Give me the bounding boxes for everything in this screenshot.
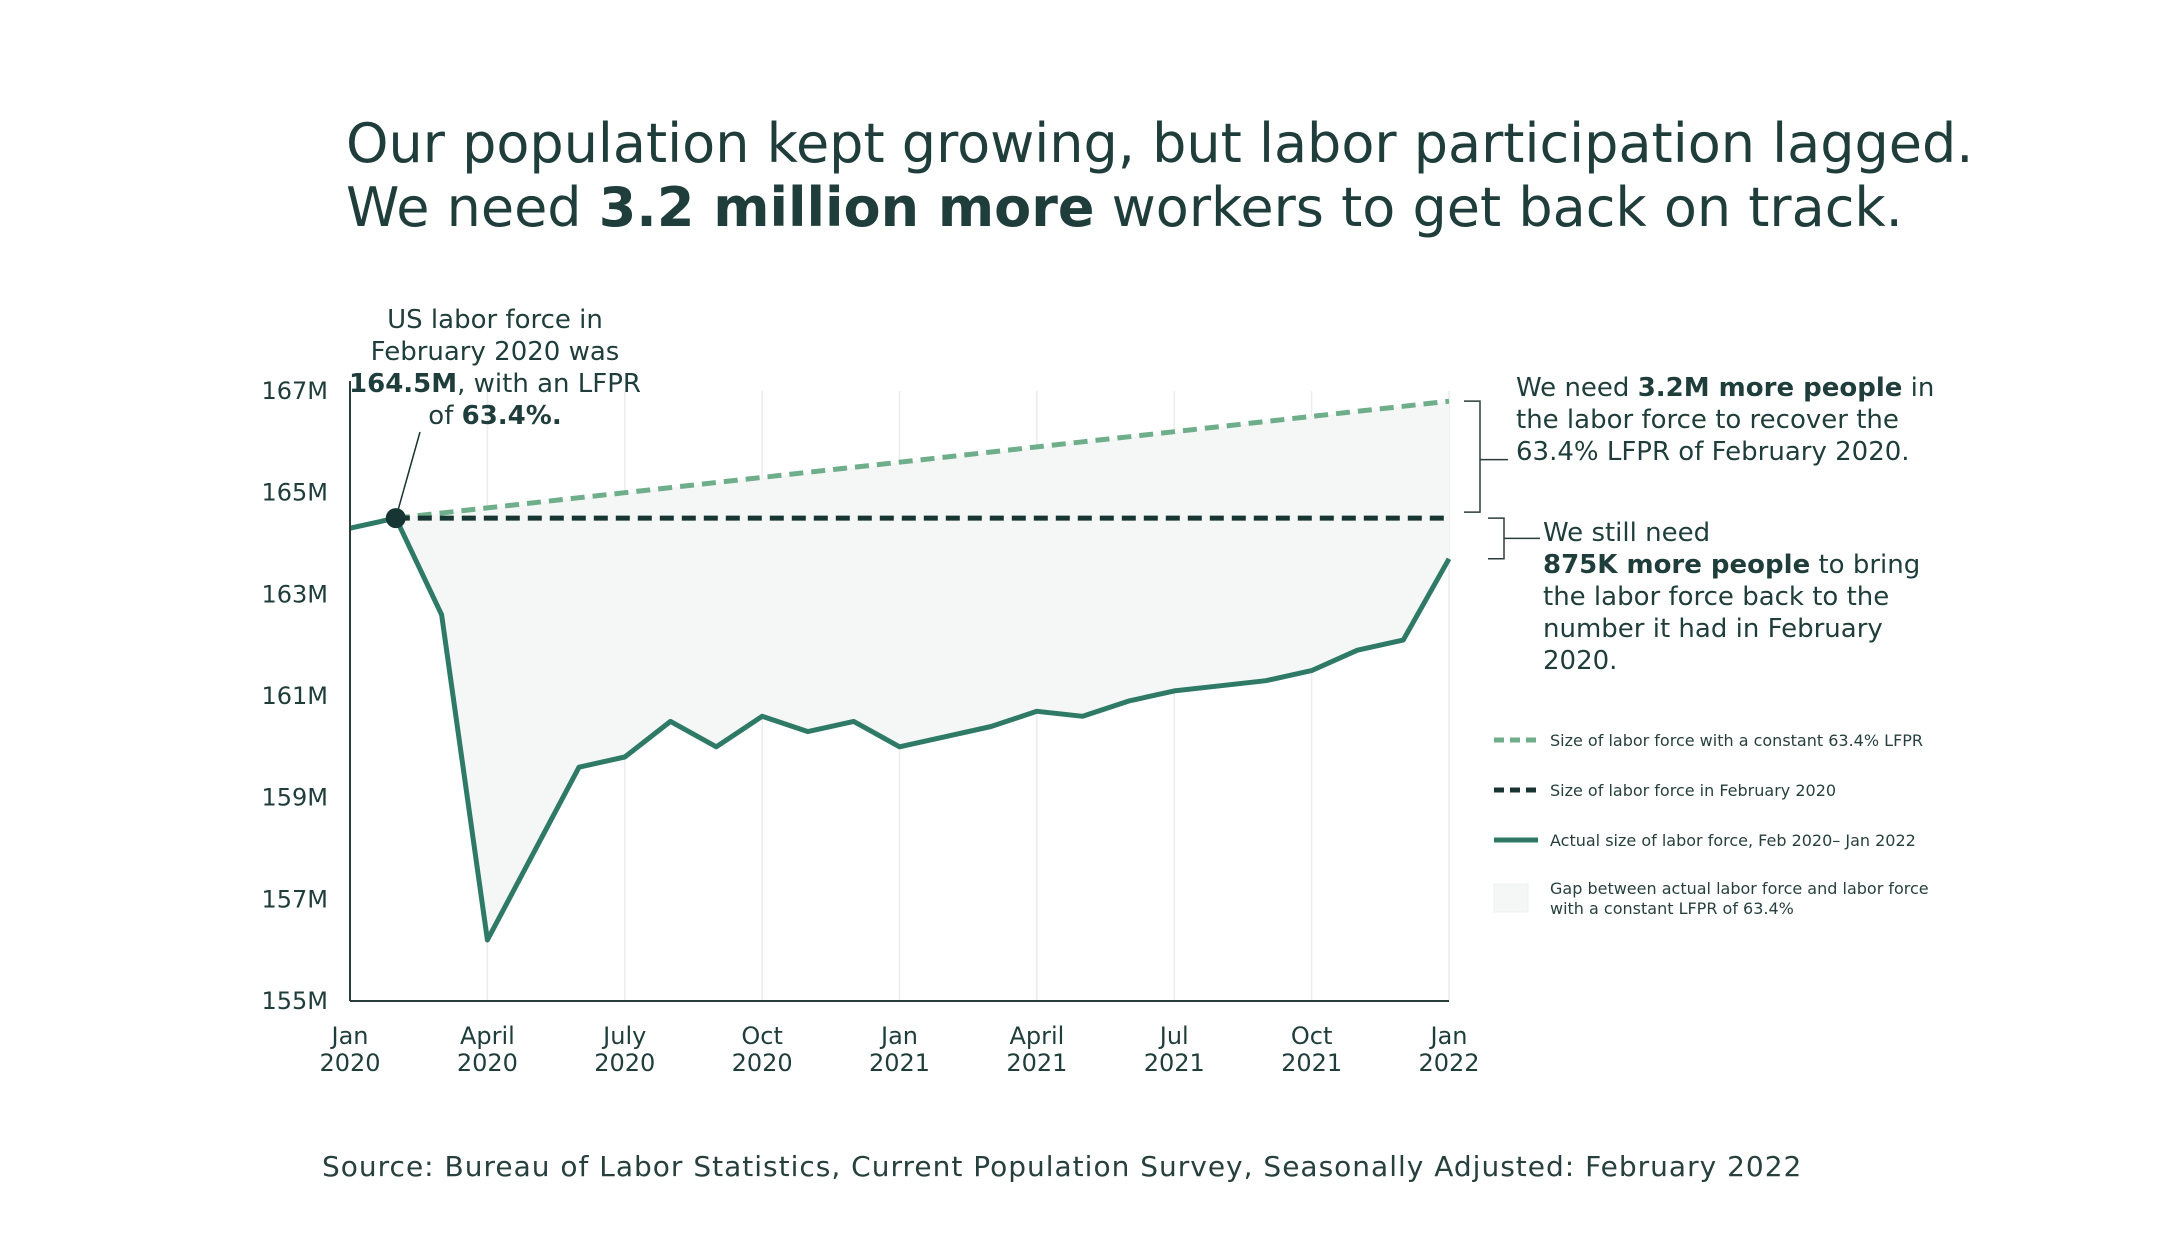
x-tick-label-month: Jan	[1429, 1022, 1468, 1050]
headline-line-2: We need 3.2 million more workers to get …	[346, 176, 2106, 240]
gap-lfpr-annotation-post: in the labor force to recover the 63.4% …	[1516, 373, 1935, 467]
brackets	[1464, 400, 1540, 560]
feb2020-annotation-mid: , with an LFPR of	[428, 369, 641, 431]
x-tick-label-month: July	[601, 1022, 646, 1050]
gap-feb-annotation-bold: 875K more people	[1543, 550, 1811, 580]
x-tick-label-year: 2021	[1144, 1049, 1205, 1077]
headline-line-2-post: workers to get back on track.	[1094, 176, 1903, 239]
x-tick-label-year: 2021	[869, 1049, 930, 1077]
x-tick-label-month: Oct	[741, 1022, 783, 1050]
y-tick-label: 157M	[261, 885, 328, 913]
y-tick-label: 155M	[261, 987, 328, 1015]
x-tick-label-year: 2020	[457, 1049, 518, 1077]
feb2020-annotation: US labor force in February 2020 was 164.…	[340, 304, 650, 432]
source-note: Source: Bureau of Labor Statistics, Curr…	[322, 1150, 1803, 1183]
headline-line-2-bold: 3.2 million more	[598, 176, 1095, 239]
series-line-actual	[349, 515, 1452, 943]
x-tick-label-month: Jul	[1158, 1022, 1189, 1050]
gap-lfpr-annotation-pre: We need	[1516, 373, 1638, 403]
x-tick-label-year: 2020	[594, 1049, 655, 1077]
gap-feb-annotation-pre: We still need	[1543, 518, 1711, 548]
legend-label: Gap between actual labor force and labor…	[1550, 879, 1929, 898]
gap-lfpr-annotation-bold: 3.2M more people	[1637, 373, 1903, 403]
gap-lfpr-annotation: We need 3.2M more people in the labor fo…	[1516, 372, 1956, 468]
legend-label: Actual size of labor force, Feb 2020– Ja…	[1550, 831, 1916, 850]
feb2020-annotation-value: 164.5M	[349, 369, 458, 399]
x-tick-label-year: 2021	[1281, 1049, 1342, 1077]
legend-label: Size of labor force with a constant 63.4…	[1550, 731, 1923, 750]
feb2020-annotation-lfpr: 63.4%.	[461, 401, 562, 431]
y-tick-label: 165M	[261, 479, 328, 507]
gap-area	[395, 401, 1449, 940]
gap-feb-annotation: We still need 875K more people to bring …	[1543, 517, 1963, 677]
series-line-constant_lfpr	[395, 398, 1450, 521]
series-lines	[349, 398, 1452, 943]
feb2020-marker	[385, 508, 406, 529]
legend-label: Size of labor force in February 2020	[1550, 781, 1836, 800]
headline-line-1: Our population kept growing, but labor p…	[346, 112, 1974, 175]
x-tick-label-year: 2021	[1006, 1049, 1067, 1077]
y-tick-label: 167M	[261, 377, 328, 405]
feb2020-pointer	[395, 431, 421, 519]
x-tick-labels: Jan2020April2020July2020Oct2020Jan2021Ap…	[319, 1022, 1479, 1077]
x-tick-label-month: Jan	[330, 1022, 369, 1050]
y-tick-label: 159M	[261, 784, 328, 812]
x-tick-label-month: Oct	[1291, 1022, 1333, 1050]
y-tick-label: 161M	[261, 682, 328, 710]
x-tick-label-year: 2020	[732, 1049, 793, 1077]
y-tick-label: 163M	[261, 580, 328, 608]
feb2020-annotation-pre: US labor force in February 2020 was	[370, 305, 620, 367]
legend: Size of labor force with a constant 63.4…	[1493, 731, 1929, 918]
headline-line-2-pre: We need	[346, 176, 599, 239]
headline: Our population kept growing, but labor p…	[346, 112, 2106, 240]
bracket-feb-gap	[1488, 517, 1540, 560]
legend-swatch-gap	[1493, 883, 1529, 913]
bracket-lfpr-gap	[1464, 400, 1508, 513]
x-tick-label-month: April	[460, 1022, 515, 1050]
x-tick-label-year: 2020	[319, 1049, 380, 1077]
x-tick-label-month: April	[1009, 1022, 1064, 1050]
axes	[349, 381, 1449, 1002]
x-tick-label-month: Jan	[879, 1022, 918, 1050]
x-tick-label-year: 2022	[1418, 1049, 1479, 1077]
legend-label: with a constant LFPR of 63.4%	[1550, 899, 1794, 918]
gap-feb-annotation-post: to bring the labor force back to the num…	[1543, 550, 1921, 676]
y-tick-labels: 167M 165M 163M 161M 159M 157M 155M	[261, 377, 328, 1015]
